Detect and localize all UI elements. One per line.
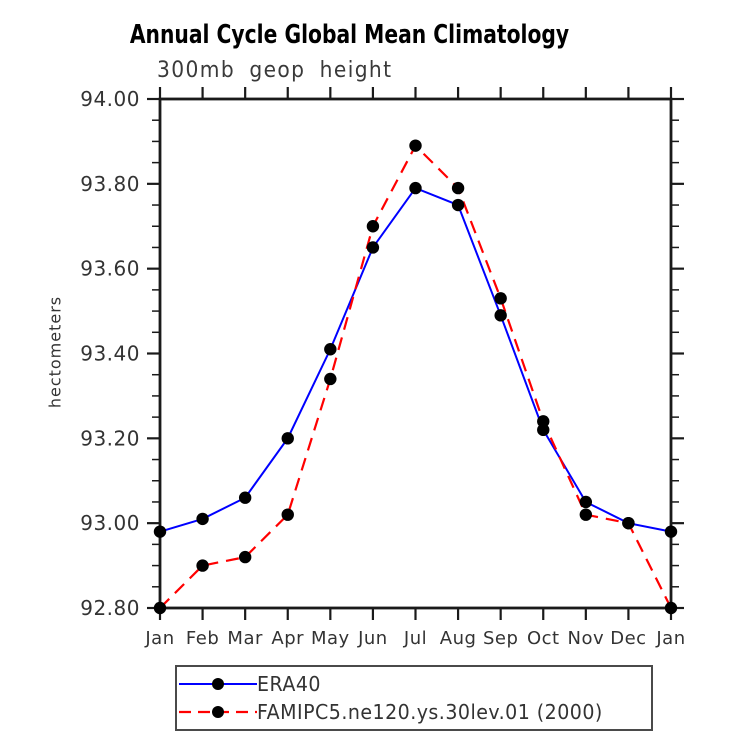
y-tick-label: 93.80	[80, 172, 140, 196]
y-tick-label: 93.60	[80, 257, 140, 281]
legend-marker-dot	[212, 678, 224, 690]
data-point-marker	[664, 601, 678, 615]
x-tick-label: Apr	[271, 628, 304, 649]
data-point-marker	[537, 423, 550, 437]
x-tick-label: Oct	[527, 628, 560, 649]
data-point-marker	[153, 525, 167, 538]
data-point-marker	[324, 372, 337, 386]
legend-item-era40: ERA40	[179, 671, 651, 697]
x-tick-label: Jan	[144, 628, 174, 649]
series-line-0	[159, 186, 672, 533]
x-tick-label: Nov	[568, 628, 605, 649]
x-tick-label: May	[311, 628, 350, 649]
plot-frame	[158, 97, 673, 610]
legend-label: FAMIPC5.ne120.ys.30lev.01 (2000)	[257, 700, 603, 724]
data-point-marker	[537, 415, 550, 428]
data-point-marker	[281, 432, 294, 445]
legend-item-famipc5: FAMIPC5.ne120.ys.30lev.01 (2000)	[179, 699, 651, 725]
data-point-marker	[196, 559, 209, 572]
data-point-marker	[409, 139, 422, 152]
y-axis-label: hectometers	[45, 295, 65, 409]
data-point-marker	[366, 241, 380, 254]
legend: ERA40 FAMIPC5.ne120.ys.30lev.01 (2000)	[175, 665, 653, 731]
data-point-marker	[324, 343, 337, 356]
x-tick-label: Sep	[483, 628, 518, 649]
x-tick-label: Mar	[227, 628, 263, 649]
data-point-marker	[622, 516, 635, 530]
series-line-1	[159, 143, 672, 609]
data-point-marker	[238, 550, 252, 564]
data-point-marker	[664, 525, 678, 538]
data-point-marker	[451, 198, 465, 212]
legend-line-sample-dashed	[179, 706, 257, 718]
legend-line-sample-solid	[179, 678, 257, 690]
chart-title: Annual Cycle Global Mean Climatology	[129, 20, 570, 50]
data-point-marker	[579, 495, 593, 509]
data-point-marker	[494, 292, 507, 305]
x-tick-label: Dec	[610, 628, 646, 649]
y-tick-label: 93.40	[80, 342, 140, 366]
x-tick-label: Feb	[186, 628, 219, 649]
x-tick-label: Jun	[357, 628, 388, 649]
legend-marker-dot	[212, 706, 224, 718]
legend-label: ERA40	[257, 672, 321, 696]
y-tick-label: 93.20	[80, 426, 140, 450]
data-point-marker	[366, 220, 380, 233]
data-point-marker	[153, 601, 167, 615]
x-tick-label: Aug	[440, 628, 477, 649]
data-point-marker	[451, 181, 465, 195]
data-point-marker	[409, 181, 422, 195]
data-point-marker	[579, 508, 593, 521]
x-tick-label: Jul	[403, 628, 427, 649]
y-tick-label: 92.80	[80, 596, 140, 620]
y-tick-label: 94.00	[80, 87, 140, 111]
x-tick-label: Jan	[655, 628, 685, 649]
data-point-marker	[238, 491, 252, 504]
chart-subtitle: 300mb geop height	[157, 58, 393, 83]
y-tick-label: 93.00	[80, 511, 140, 535]
data-point-marker	[281, 508, 294, 521]
data-point-marker	[196, 512, 209, 526]
data-point-marker	[494, 309, 507, 322]
